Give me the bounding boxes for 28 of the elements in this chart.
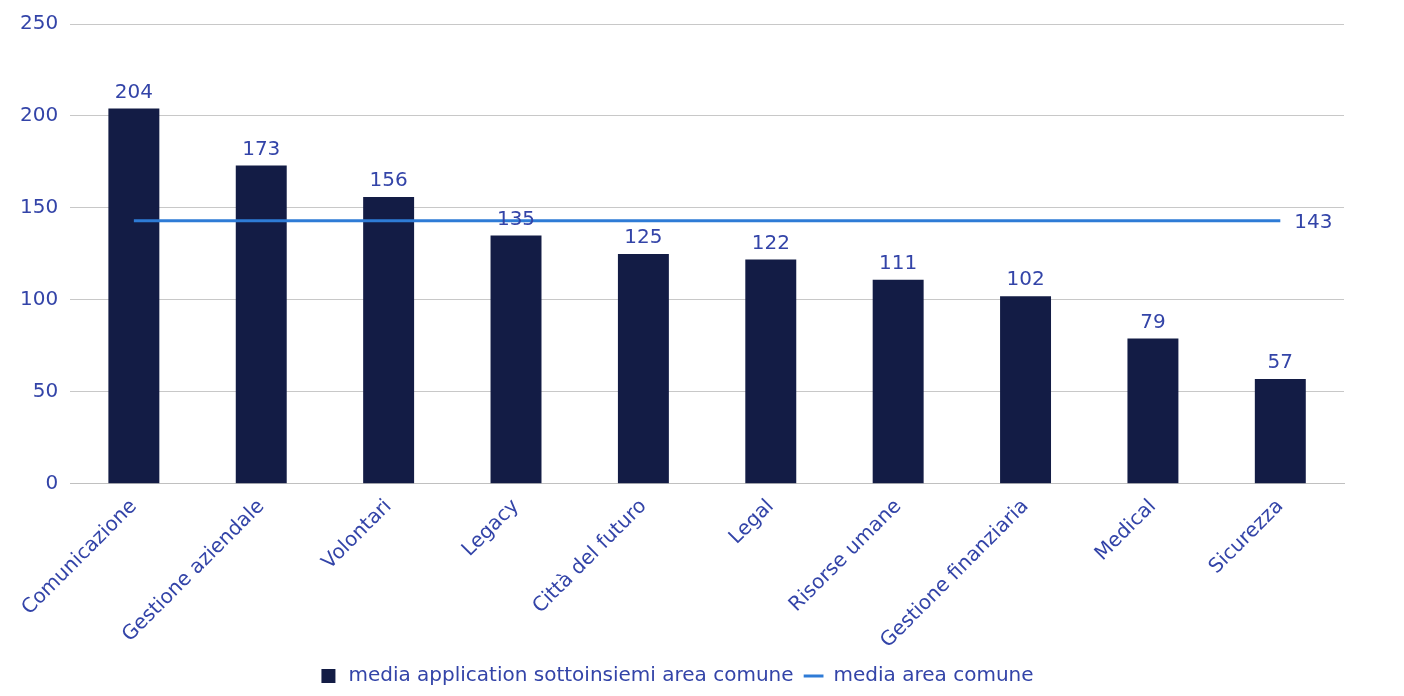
bar	[745, 259, 797, 484]
data-label: 122	[751, 229, 790, 254]
bar	[617, 253, 669, 484]
y-tick-label: 50	[32, 378, 59, 403]
bar	[872, 279, 924, 484]
y-tick-label: 250	[19, 10, 59, 35]
y-tick-label: 0	[45, 469, 59, 494]
bar	[1127, 338, 1179, 484]
data-label: 173	[242, 135, 281, 160]
data-label: 79	[1140, 308, 1166, 333]
bar	[1254, 378, 1306, 484]
bar	[490, 235, 542, 484]
data-label: 111	[879, 249, 918, 274]
data-label: 57	[1267, 349, 1294, 374]
bar	[235, 165, 287, 484]
legend-label: media area comune	[833, 662, 1034, 687]
bar	[363, 196, 415, 484]
data-label: 156	[369, 167, 408, 192]
y-tick-label: 100	[19, 286, 59, 311]
y-tick-label: 150	[19, 194, 59, 219]
data-label: 204	[114, 78, 153, 103]
bar	[108, 108, 160, 484]
legend-label: media application sottoinsiemi area comune	[348, 662, 794, 687]
data-label: 143	[1294, 208, 1333, 233]
data-label: 125	[624, 224, 663, 249]
data-label: 102	[1006, 266, 1045, 291]
y-tick-label: 200	[19, 102, 59, 127]
bar	[1000, 296, 1052, 484]
